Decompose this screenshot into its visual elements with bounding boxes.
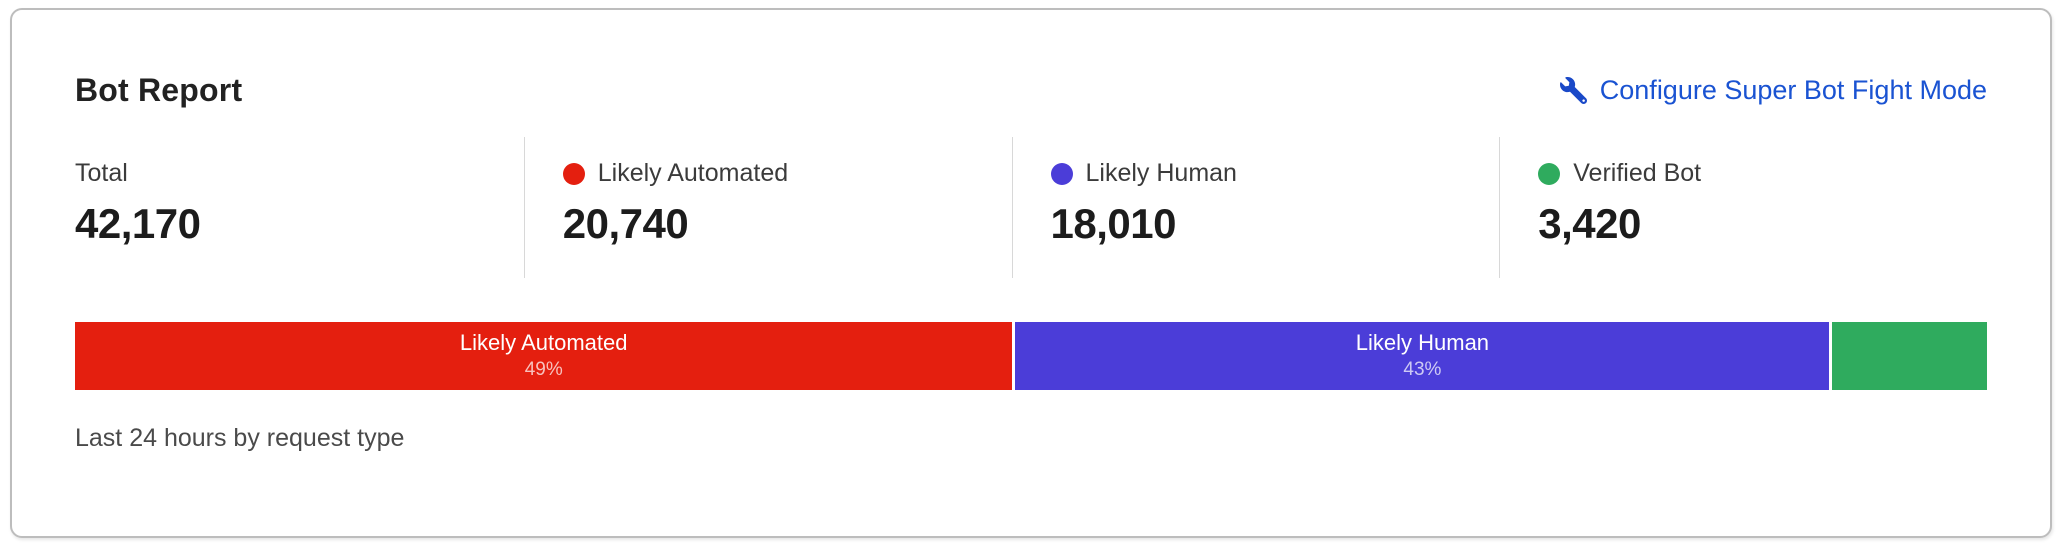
- verified-bot-dot-icon: [1538, 162, 1561, 185]
- stat-value: 18,010: [1050, 200, 1177, 247]
- stat-total: Total 42,170: [75, 137, 524, 278]
- stat-label: Likely Human: [1085, 159, 1237, 187]
- configure-link-label: Configure Super Bot Fight Mode: [1599, 75, 1987, 105]
- stat-likely-automated: Likely Automated 20,740: [523, 137, 1012, 278]
- stat-label: Total: [75, 159, 128, 187]
- bar-segment-likely-automated: Likely Automated 49%: [75, 322, 1013, 390]
- segment-label: Likely Automated: [459, 329, 628, 355]
- segment-percent: 49%: [524, 359, 563, 381]
- stats-row: Total 42,170 Likely Automated 20,740 Lik…: [75, 137, 1987, 278]
- stat-verified-bot: Verified Bot 3,420: [1499, 137, 1987, 278]
- stacked-bar-chart: Likely Automated 49% Likely Human 43%: [75, 322, 1987, 390]
- card-header: Bot Report Configure Super Bot Fight Mod…: [75, 72, 1987, 109]
- likely-automated-dot-icon: [562, 162, 585, 185]
- stat-value: 42,170: [75, 200, 201, 247]
- likely-human-dot-icon: [1050, 162, 1073, 185]
- stat-likely-human: Likely Human 18,010: [1011, 137, 1500, 278]
- configure-super-bot-fight-mode-link[interactable]: Configure Super Bot Fight Mode: [1559, 75, 1987, 106]
- stat-label: Likely Automated: [597, 159, 789, 187]
- stat-value: 3,420: [1538, 200, 1641, 247]
- chart-caption: Last 24 hours by request type: [75, 424, 405, 452]
- page-title: Bot Report: [75, 72, 243, 108]
- stat-value: 20,740: [562, 200, 689, 247]
- segment-percent: 43%: [1403, 359, 1442, 381]
- bar-segment-likely-human: Likely Human 43%: [1015, 322, 1830, 390]
- stat-label: Verified Bot: [1573, 159, 1702, 187]
- bar-segment-verified-bot: [1832, 322, 1987, 390]
- segment-label: Likely Human: [1355, 329, 1490, 355]
- bot-report-card: Bot Report Configure Super Bot Fight Mod…: [10, 8, 2052, 538]
- wrench-icon: [1559, 77, 1587, 104]
